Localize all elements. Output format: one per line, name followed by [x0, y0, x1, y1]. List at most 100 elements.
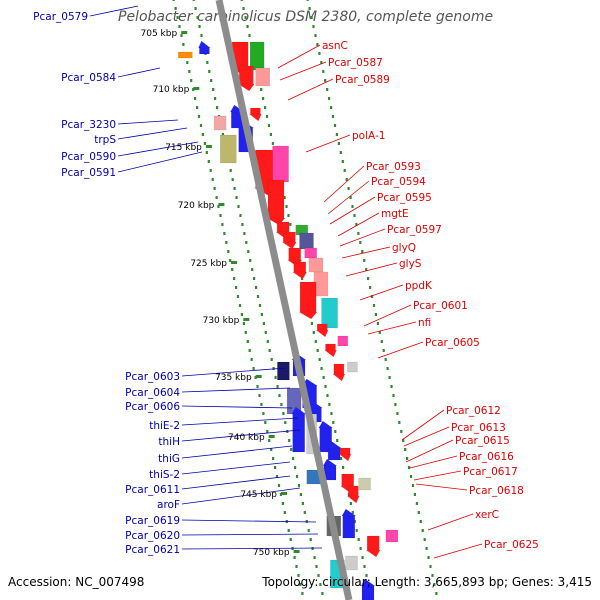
track-tick [266, 340, 269, 343]
track-tick [256, 385, 259, 388]
leader-line-right [401, 409, 445, 441]
gene-label-right: Pcar_0594 [371, 176, 426, 188]
genome-summary: Topology: circular; Length: 3,665,893 bp; Ge… [262, 575, 592, 589]
track-tick [233, 187, 236, 190]
gene-arrow-up [308, 401, 323, 408]
track-tick [200, 34, 203, 37]
track-tick [361, 250, 364, 253]
track-tick [331, 115, 335, 118]
track-tick [427, 556, 430, 559]
track-tick [194, 97, 197, 100]
track-tick [380, 340, 383, 343]
track-tick [417, 511, 420, 514]
tick-layer [172, 0, 438, 595]
track-tick [281, 502, 284, 505]
track-tick [406, 457, 409, 460]
track-tick [340, 457, 343, 460]
track-tick [270, 448, 273, 451]
leader-line-left [117, 67, 161, 78]
scale-label: 720 kbp [178, 201, 215, 211]
track-tick [192, 88, 195, 91]
track-tick [248, 34, 251, 37]
gene-feature [345, 555, 358, 571]
leader-line-left [181, 487, 301, 505]
leader-line-left [181, 405, 293, 409]
track-tick [260, 88, 263, 91]
gene-label-right: Pcar_0587 [328, 57, 383, 69]
gene-block [255, 67, 270, 87]
topology-label: Topology: [262, 575, 319, 589]
gene-block [358, 477, 371, 491]
track-tick [314, 34, 317, 37]
gene-block [308, 257, 324, 273]
track-tick [197, 115, 201, 118]
gene-feature [291, 407, 306, 453]
gene-block [276, 221, 290, 233]
genes-value: 3,415 [557, 575, 592, 589]
track-tick [332, 421, 335, 424]
scale-label: 705 kbp [141, 29, 178, 39]
track-tick [324, 79, 327, 82]
track-tick [435, 592, 438, 595]
leader-line-right [341, 246, 391, 259]
gene-label-right: xerC [475, 509, 499, 521]
track-tick [307, 529, 310, 532]
gene-feature [316, 323, 329, 337]
track-tick [182, 43, 185, 46]
genome-backbone [215, 0, 353, 600]
gene-block [213, 115, 227, 131]
gene-label-left: Pcar_3230 [61, 119, 116, 131]
gene-arrow-up [291, 407, 306, 414]
track-tick [242, 7, 245, 10]
track-tick [196, 16, 199, 19]
track-tick [289, 223, 292, 226]
track-tick [264, 331, 267, 334]
track-tick [318, 358, 321, 361]
track-tick [386, 367, 389, 370]
gene-label-left: thiE-2 [149, 420, 180, 432]
track-tick [231, 268, 234, 271]
gene-block [333, 363, 345, 375]
track-tick [293, 556, 296, 559]
track-tick [264, 106, 267, 109]
gene-label-right: Pcar_0618 [469, 485, 524, 497]
gene-block [385, 529, 399, 543]
track-tick [306, 0, 309, 1]
leader-line-right [363, 304, 412, 327]
track-tick [213, 187, 216, 190]
track-tick [312, 331, 315, 334]
gene-label-right: Pcar_0625 [484, 539, 539, 551]
gene-block [292, 413, 305, 453]
gene-block [283, 231, 296, 243]
track-tick [337, 142, 340, 145]
track-tick [333, 124, 337, 127]
track-tick [272, 367, 275, 370]
gene-arrow-up [198, 41, 211, 48]
track-tick [221, 133, 224, 136]
gene-arrow-down [316, 330, 329, 337]
scale-tick-mark [218, 203, 225, 206]
track-tick [225, 241, 228, 244]
gene-block [293, 261, 307, 273]
track-tick [252, 367, 255, 370]
gene-feature [299, 232, 314, 250]
track-tick [357, 232, 360, 235]
track-tick [271, 142, 274, 145]
track-tick [251, 268, 254, 271]
gene-feature [366, 535, 381, 557]
track-tick [341, 160, 344, 163]
gene-block [366, 535, 380, 551]
scale-label: 745 kbp [240, 490, 277, 500]
track-tick [246, 25, 249, 28]
leader-line-left [89, 5, 139, 17]
track-tick [284, 421, 287, 424]
scale-tick-mark [181, 31, 188, 34]
track-tick [249, 259, 252, 262]
track-tick [343, 169, 346, 172]
scale-label: 725 kbp [190, 259, 227, 269]
track-tick [330, 106, 333, 109]
track-tick [347, 187, 350, 190]
track-tick [388, 376, 391, 379]
